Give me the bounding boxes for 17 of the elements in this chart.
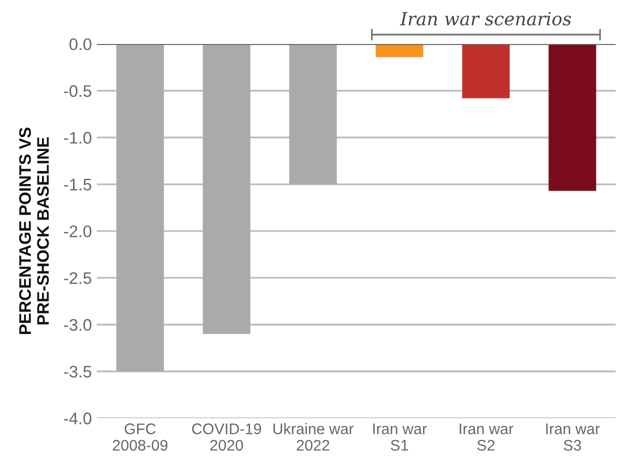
y-tick-label: 0.0 <box>70 38 92 50</box>
y-tick-label: -1.0 <box>64 132 92 144</box>
x-tick-label: Ukraine war 2022 <box>273 423 354 451</box>
y-axis-title: PERCENTAGE POINTS VS PRE-SHOCK BASELINE <box>19 128 49 334</box>
y-tick-label: -2.0 <box>64 225 92 238</box>
text: Iran war scenarios <box>400 12 572 26</box>
y-tick-label: -1.5 <box>64 178 92 190</box>
y-tick-label: -2.5 <box>64 272 92 284</box>
y-tick-label: -3.5 <box>64 366 92 378</box>
y-tick-label: -4.0 <box>64 412 92 424</box>
x-tick-label: COVID-19 2020 <box>192 423 262 451</box>
x-tick-label: GFC 2008-09 <box>112 423 168 451</box>
x-tick-label: Iran war S2 <box>460 424 514 451</box>
x-tick-label: Iran war S3 <box>546 424 600 451</box>
y-tick-label: -0.5 <box>64 85 92 97</box>
x-tick-label: Iran war S1 <box>373 424 427 451</box>
y-tick-label: -3.0 <box>64 319 92 331</box>
